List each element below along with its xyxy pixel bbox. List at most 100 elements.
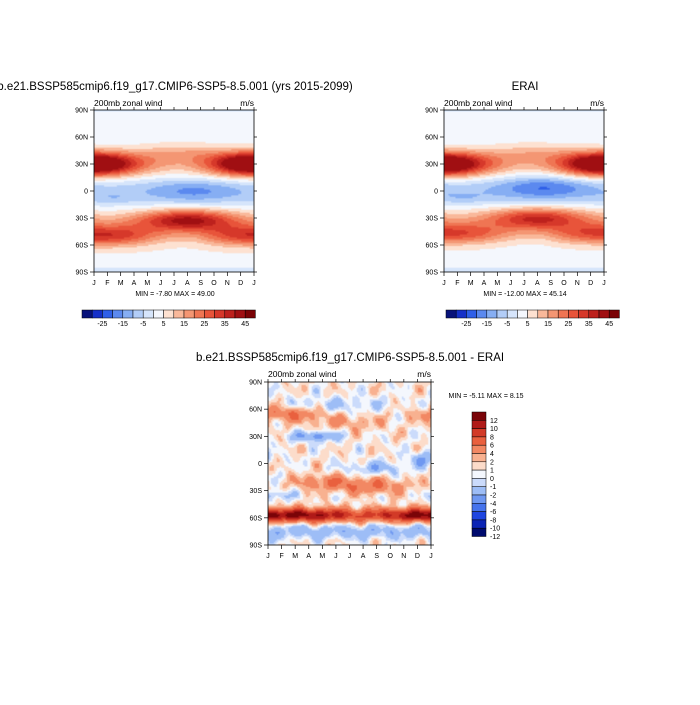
colorbar-label: -5 xyxy=(504,321,510,328)
colorbar-label: 0 xyxy=(490,476,494,483)
panel-model-field xyxy=(94,110,254,272)
panel-model-x-tick-label: M xyxy=(144,280,150,287)
colorbar-label: 12 xyxy=(490,418,498,425)
colorbar-swatch xyxy=(132,309,144,319)
panel-diff-plot: J F M A M J J A S O N D J 90N 60N 30N 0 30S 60S 90S xyxy=(249,379,434,560)
panel-erai-y-tick-label: 0 xyxy=(434,189,438,196)
colorbar-label: -1 xyxy=(490,484,496,491)
panel-erai-x-tick-label: J xyxy=(509,280,513,287)
panel-diff-y-tick-label: 30N xyxy=(249,434,262,441)
colorbar-swatch xyxy=(112,309,124,319)
colorbar-label: 45 xyxy=(605,321,613,328)
panel-model-x-tick-label: S xyxy=(198,280,203,287)
panel-erai-x-tick-label: O xyxy=(561,280,567,287)
panel-model-colorbar: -25 -15 -5 5 15 25 35 45 xyxy=(81,309,256,328)
panel-model-x-tick-label: O xyxy=(211,280,217,287)
panel-model-y-tick-label: 90S xyxy=(76,270,89,277)
panel-diff-field xyxy=(268,382,431,545)
colorbar-swatch xyxy=(608,309,620,319)
colorbar-swatch xyxy=(466,309,477,319)
colorbar-swatch xyxy=(568,309,579,319)
panel-model-x-tick-label: M xyxy=(118,280,124,287)
colorbar-swatch xyxy=(471,453,487,463)
colorbar-swatch xyxy=(471,411,487,421)
panel-erai-y-tick-label: 90S xyxy=(426,270,439,277)
colorbar-label: 35 xyxy=(585,321,593,328)
colorbar-label: -15 xyxy=(482,321,492,328)
panel-erai-y-tick-label: 30N xyxy=(425,162,438,169)
colorbar-swatch xyxy=(122,309,134,319)
panel-erai: ERAI 200mb zonal wind m/s J F M A M J J A S O N D J9… xyxy=(425,81,620,328)
panel-model-units: m/s xyxy=(240,98,254,108)
panel-diff-y-tick-label: 60S xyxy=(250,515,263,522)
colorbar-label: -8 xyxy=(490,517,496,524)
panel-erai-x-tick-label: M xyxy=(468,280,474,287)
colorbar-swatch xyxy=(547,309,559,319)
panel-erai-stats: MIN = -12.00 MAX = 45.14 xyxy=(483,291,566,298)
panel-model-x-tick-label: D xyxy=(238,280,243,287)
colorbar-swatch xyxy=(173,309,185,319)
colorbar-label: -12 xyxy=(490,534,500,541)
panel-diff-x-tick-label: J xyxy=(334,553,338,560)
panel-diff-title: b.e21.BSSP585cmip6.f19_g17.CMIP6-SSP5-8.… xyxy=(196,352,504,364)
colorbar-swatch xyxy=(471,519,487,529)
panel-diff-y-tick-label: 30S xyxy=(250,488,263,495)
colorbar-swatch xyxy=(471,478,487,487)
colorbar-swatch xyxy=(557,309,569,319)
panel-diff-x-tick-label: M xyxy=(319,553,325,560)
panel-erai-x-tick-label: D xyxy=(588,280,593,287)
panel-diff-x-tick-label: J xyxy=(348,553,352,560)
colorbar-swatch xyxy=(142,309,154,319)
colorbar-swatch xyxy=(471,527,487,537)
panel-model-x-tick-label: J xyxy=(159,280,163,287)
panel-model-y-tick-label: 90N xyxy=(75,108,88,115)
colorbar-swatch xyxy=(445,309,457,319)
colorbar-label: 25 xyxy=(565,321,573,328)
panel-model-x-tick-label: J xyxy=(172,280,176,287)
panel-erai-units: m/s xyxy=(590,98,604,108)
panel-model-y-tick-label: 60N xyxy=(75,135,88,142)
panel-diff-subtitle: 200mb zonal wind xyxy=(268,369,337,379)
panel-erai-title: ERAI xyxy=(512,81,539,93)
colorbar-swatch xyxy=(102,309,113,319)
panel-model: b.e21.BSSP585cmip6.f19_g17.CMIP6-SSP5-8.… xyxy=(0,81,353,328)
colorbar-swatch xyxy=(471,436,487,446)
colorbar-swatch xyxy=(244,309,256,319)
colorbar-label: -10 xyxy=(490,526,500,533)
colorbar-label: 15 xyxy=(180,321,188,328)
panel-erai-x-tick-label: M xyxy=(494,280,500,287)
colorbar-swatch xyxy=(471,444,487,454)
colorbar-swatch xyxy=(471,428,487,438)
colorbar-label: 5 xyxy=(526,321,530,328)
colorbar-label: -15 xyxy=(118,321,128,328)
colorbar-swatch xyxy=(527,309,539,319)
colorbar-label: 5 xyxy=(162,321,166,328)
panel-erai-colorbar: -25 -15 -5 5 15 25 35 45 xyxy=(445,309,620,328)
colorbar-label: 35 xyxy=(221,321,229,328)
panel-erai-x-tick-label: N xyxy=(575,280,580,287)
colorbar-label: -25 xyxy=(97,321,107,328)
panel-diff-x-tick-label: N xyxy=(401,553,406,560)
panel-diff-x-tick-label: S xyxy=(374,553,379,560)
panel-diff-x-tick-label: D xyxy=(415,553,420,560)
panel-model-x-tick-label: J xyxy=(92,280,96,287)
colorbar-swatch xyxy=(471,494,487,504)
panel-diff-y-tick-label: 90S xyxy=(250,543,263,550)
panel-model-y-tick-label: 0 xyxy=(84,189,88,196)
colorbar-swatch xyxy=(471,420,487,429)
colorbar-swatch xyxy=(517,309,528,319)
colorbar-swatch xyxy=(455,309,467,319)
colorbar-swatch xyxy=(588,309,600,319)
colorbar-label: 10 xyxy=(490,426,498,433)
colorbar-swatch xyxy=(471,469,487,479)
panel-diff-y-tick-label: 90N xyxy=(249,380,262,387)
panel-model-y-tick-label: 60S xyxy=(76,243,89,250)
colorbar-label: 6 xyxy=(490,443,494,450)
panel-diff-x-tick-label: O xyxy=(388,553,394,560)
panel-erai-x-tick-label: J xyxy=(602,280,606,287)
colorbar-swatch xyxy=(234,309,246,319)
panel-model-x-tick-label: A xyxy=(185,280,190,287)
colorbar-label: 4 xyxy=(490,451,494,458)
panel-erai-x-tick-label: A xyxy=(482,280,487,287)
